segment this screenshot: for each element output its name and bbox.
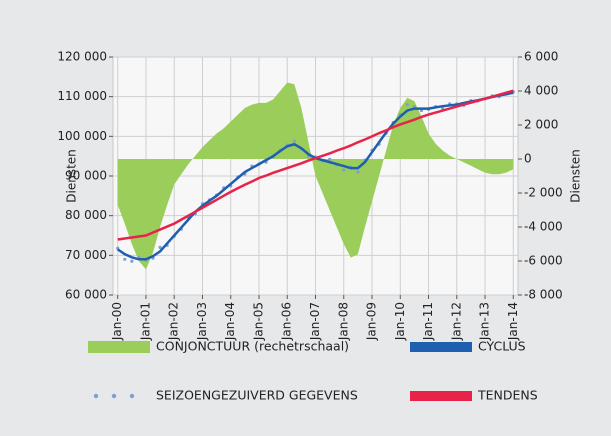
- data-point: [342, 168, 346, 172]
- data-point: [405, 103, 409, 107]
- x-tick-label: Jan-14: [506, 302, 520, 341]
- x-tick-label: Jan-08: [336, 302, 350, 341]
- legend-swatch: [410, 391, 472, 401]
- line: [117, 89, 514, 241]
- y2-axis-title: Diensten: [569, 149, 583, 203]
- y-tick-label: 120 000: [57, 50, 107, 64]
- legend-swatch: [93, 393, 99, 399]
- data-point: [292, 139, 296, 143]
- x-tick-label: Jan-07: [308, 302, 322, 341]
- data-point: [130, 259, 134, 263]
- y-axis-title: Diensten: [65, 149, 79, 203]
- x-tick-label: Jan-10: [393, 302, 407, 341]
- x-tick-label: Jan-05: [251, 302, 265, 341]
- y2-tick-label: 0: [524, 152, 532, 166]
- y-tick-label: 70 000: [65, 248, 107, 262]
- legend-label: SEIZOENGEZUIVERD GEGEVENS: [156, 388, 358, 403]
- legend-label: CONJONCTUUR (rechetrschaal): [156, 339, 349, 354]
- x-tick-label: Jan-11: [421, 302, 435, 341]
- y2-tick-label: -6 000: [524, 254, 563, 268]
- data-point: [328, 157, 332, 161]
- x-tick-label: Jan-04: [223, 302, 237, 341]
- x-tick-label: Jan-09: [365, 302, 379, 341]
- legend-swatch: [410, 342, 472, 352]
- y-tick-label: 80 000: [65, 208, 107, 222]
- y-tick-label: 110 000: [57, 89, 107, 103]
- x-tick-label: Jan-06: [280, 302, 294, 341]
- y2-tick-label: 4 000: [524, 84, 558, 98]
- x-tick-label: Jan-13: [478, 302, 492, 341]
- area: [117, 82, 514, 270]
- x-tick-label: Jan-12: [449, 302, 463, 341]
- y-tick-label: 90 000: [65, 169, 107, 183]
- y-tick-label: 100 000: [57, 129, 107, 143]
- data-point: [123, 257, 127, 261]
- y2-tick-label: 6 000: [524, 50, 558, 64]
- legend-swatch: [129, 393, 135, 399]
- x-tick-label: Jan-03: [195, 302, 209, 341]
- legend-label: CYCLUS: [478, 339, 526, 354]
- data-point: [158, 245, 162, 249]
- legend-label: TENDENS: [477, 388, 538, 403]
- y2-tick-label: 2 000: [524, 118, 558, 132]
- x-tick-label: Jan-00: [110, 302, 124, 341]
- data-point: [356, 170, 360, 174]
- y2-tick-label: -8 000: [524, 288, 563, 302]
- y2-tick-label: -2 000: [524, 186, 563, 200]
- x-tick-label: Jan-01: [138, 302, 152, 341]
- x-tick-label: Jan-02: [167, 302, 181, 341]
- y2-tick-label: -4 000: [524, 220, 563, 234]
- legend-swatch: [111, 393, 117, 399]
- y-tick-label: 60 000: [65, 288, 107, 302]
- legend-swatch: [88, 341, 150, 353]
